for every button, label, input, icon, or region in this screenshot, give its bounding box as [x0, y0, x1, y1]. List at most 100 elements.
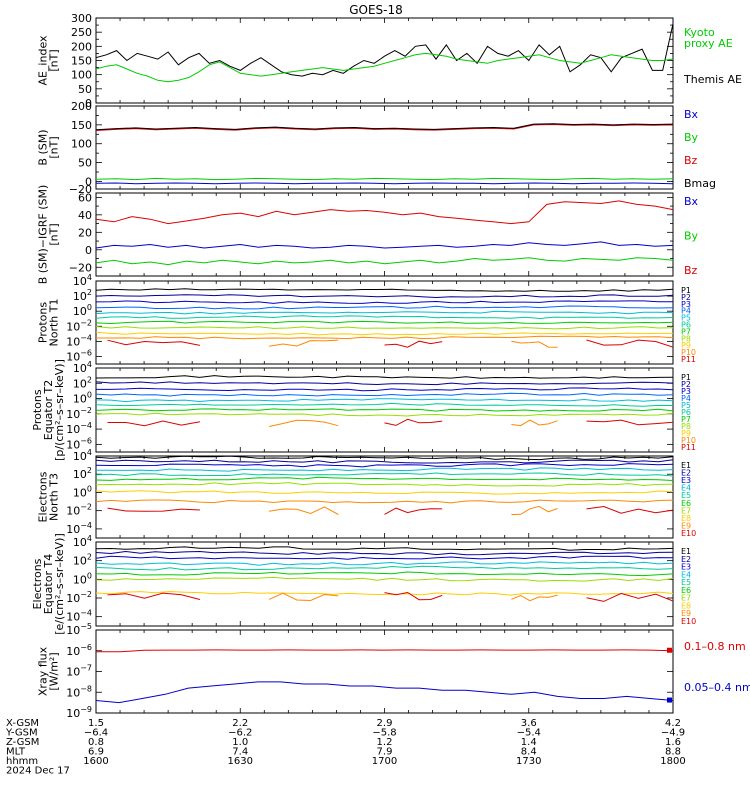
- x-row-value: 2.2: [232, 718, 248, 729]
- series-line-sparse: [107, 420, 200, 427]
- legend-entry: 0.1–0.8 nm: [684, 640, 746, 653]
- legend-entry: By: [684, 230, 699, 243]
- x-row-label: X-GSM: [6, 718, 39, 729]
- series-line: [96, 463, 673, 468]
- y-axis-label: [nT]: [48, 223, 61, 245]
- series-group: [96, 546, 673, 602]
- series-group: [96, 123, 673, 185]
- series-line: [96, 123, 673, 131]
- x-row-value: 3.6: [521, 718, 537, 729]
- series-line-sparse: [107, 592, 201, 600]
- y-axis-label: [e/(cm²–s–sr–keV)]: [53, 533, 66, 635]
- x-row-value: 1.2: [377, 737, 393, 748]
- legend-entry: Kyoto: [684, 26, 715, 39]
- series-line: [96, 459, 673, 464]
- legend-entry: E3: [681, 563, 691, 572]
- series-line: [96, 177, 673, 181]
- series-end-marker: [667, 647, 672, 653]
- x-row-value: 1.0: [232, 737, 248, 748]
- x-row-value: 8.4: [521, 747, 537, 758]
- legend-entry: E8: [681, 601, 691, 610]
- y-tick-label: 10−2: [66, 590, 92, 605]
- panels: 050100150200250300AE_index[nT]Kyotoproxy…: [31, 12, 750, 720]
- series-line-sparse: [107, 339, 200, 346]
- y-tick-label: 100: [73, 391, 92, 406]
- legend-entry: E1: [681, 461, 691, 470]
- y-tick-label: 10−7: [66, 664, 92, 679]
- y-tick-label: 100: [73, 571, 92, 586]
- legend-entry: Bz: [684, 264, 698, 277]
- series-line: [96, 294, 673, 299]
- series-group: [96, 456, 673, 516]
- legend-entry: P2: [681, 293, 691, 302]
- legend-entry: Themis AE: [683, 73, 742, 86]
- series-end-marker: [667, 697, 672, 703]
- series-line: [96, 305, 673, 310]
- y-tick-label: 10−5: [66, 622, 92, 637]
- y-tick-label: 104: [73, 534, 92, 549]
- series-line: [96, 320, 673, 325]
- series-group: [96, 647, 673, 704]
- legend-entry: P11: [681, 355, 696, 364]
- x-axis-table: X-GSM 1.5 2.2 2.9 3.6 4.2 Y-GSM −6.4 −6.2 −5.8 −5.…: [5, 718, 686, 777]
- series-line-sparse: [511, 505, 558, 516]
- x-row-value: 1700: [372, 756, 397, 767]
- x-row-value: 1.6: [665, 737, 681, 748]
- x-row-label: Y-GSM: [5, 728, 38, 739]
- series-line: [96, 375, 673, 379]
- y-tick-label: 10−4: [66, 333, 92, 348]
- series-line: [96, 182, 673, 185]
- series-line: [96, 23, 673, 77]
- x-row-value: −6.2: [228, 728, 252, 739]
- series-group: [96, 375, 673, 427]
- series-line: [96, 123, 673, 131]
- legend-entry: P2: [681, 380, 691, 389]
- x-row-value: 0.8: [88, 737, 104, 748]
- legend-entry: 0.05–0.4 nm: [684, 681, 750, 694]
- legend-entry: P8: [681, 334, 691, 343]
- series-line: [96, 555, 673, 560]
- y-tick-label: −20: [69, 183, 92, 196]
- x-row-value: −4.9: [661, 728, 685, 739]
- legend-entry: P7: [681, 415, 691, 424]
- y-tick-label: 102: [73, 466, 92, 481]
- legend-entry: P1: [681, 286, 691, 295]
- y-tick-label: 50: [78, 83, 92, 96]
- x-row-value: 6.9: [88, 747, 104, 758]
- legend-entry: proxy AE: [684, 37, 733, 50]
- y-axis-label: B (SM): [37, 129, 50, 165]
- legend-entry: P10: [681, 436, 696, 445]
- series-line: [96, 315, 673, 320]
- series-line: [96, 408, 673, 412]
- y-axis-label: North T1: [48, 299, 61, 347]
- y-tick-label: 40: [78, 209, 92, 222]
- series-line-sparse: [384, 507, 443, 515]
- x-row-value: 7.4: [232, 747, 248, 758]
- y-tick-label: 102: [73, 375, 92, 390]
- legend-entry: P4: [681, 307, 691, 316]
- y-tick-label: 104: [73, 273, 92, 288]
- y-tick-label: 10−6: [66, 643, 92, 658]
- series-line-sparse: [586, 592, 673, 602]
- legend-entry: Bx: [684, 108, 699, 121]
- y-tick-label: 0: [85, 175, 92, 188]
- y-tick-label: 150: [71, 55, 92, 68]
- y-tick-label: 300: [71, 12, 92, 25]
- x-row-value: 7.9: [377, 747, 393, 758]
- x-row-value: 1.5: [88, 718, 104, 729]
- legend-entry: By: [684, 131, 699, 144]
- series-line-sparse: [107, 507, 200, 512]
- y-tick-label: 104: [73, 360, 92, 375]
- series-line: [96, 241, 673, 249]
- series-line: [96, 335, 673, 340]
- panel-ae: 050100150200250300AE_index[nT]Kyotoproxy…: [37, 12, 742, 110]
- y-tick-label: 10−2: [66, 503, 92, 518]
- y-axis-label: North T3: [48, 473, 61, 521]
- y-tick-label: 102: [73, 553, 92, 568]
- series-line: [96, 571, 673, 577]
- y-axis-label: Equator T4: [42, 554, 55, 614]
